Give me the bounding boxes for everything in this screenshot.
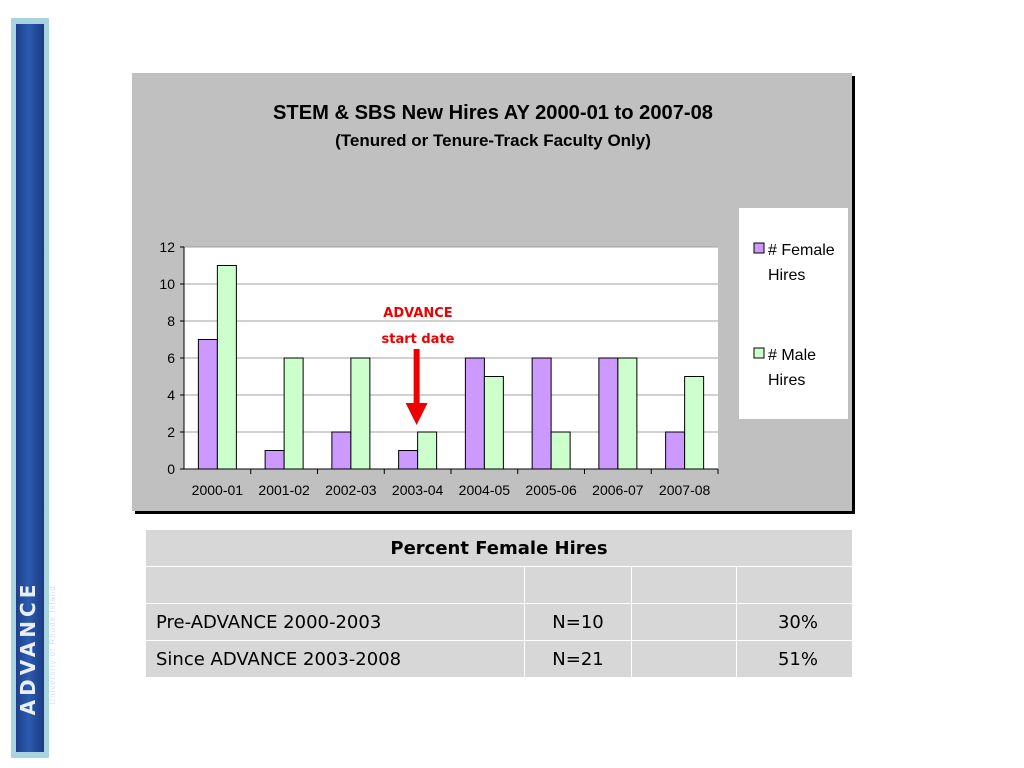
chart-subtitle: (Tenured or Tenure-Track Faculty Only) (335, 131, 651, 150)
x-tick-label: 2002-03 (325, 482, 377, 498)
annotation-arrow-head (405, 403, 428, 425)
side-banner-fill: ADVANCE University of Rhode Island (16, 24, 57, 752)
chart-panel: STEM & SBS New Hires AY 2000-01 to 2007-… (132, 73, 852, 511)
annotation-arrow-shaft (413, 349, 420, 405)
advance-logo-subtext: University of Rhode Island (48, 585, 57, 705)
table-row: Since ADVANCE 2003-2008 N=21 51% (145, 640, 853, 678)
y-tick-label: 6 (167, 350, 175, 366)
table-row-pct: 51% (736, 640, 853, 678)
bar-female (331, 431, 352, 470)
y-tick-label: 2 (167, 424, 175, 440)
bar-male (283, 357, 304, 470)
table-row-label: Since ADVANCE 2003-2008 (145, 640, 525, 678)
x-tick-label: 2007-08 (659, 482, 711, 498)
annotation-line1: ADVANCE (383, 306, 452, 321)
legend-label-female: # Female Hires (768, 242, 835, 284)
x-tick-label: 2005-06 (525, 482, 577, 498)
bar-male (417, 431, 438, 470)
table-title: Percent Female Hires (145, 529, 853, 567)
x-tick-label: 2000-01 (192, 482, 244, 498)
y-tick-label: 10 (159, 276, 175, 292)
legend-label-male: # Male Hires (768, 347, 816, 389)
advance-logo: ADVANCE (16, 580, 40, 716)
table-row-n: N=21 (524, 640, 632, 678)
table-header-row: Percent Female Hires (145, 529, 853, 567)
table-row-n: N=10 (524, 603, 632, 641)
table-spacer-row (145, 566, 853, 604)
table-cell (631, 640, 737, 678)
legend-swatch-male (753, 347, 765, 359)
bar-female (197, 339, 218, 470)
bar-female (264, 450, 285, 470)
bar-male (216, 265, 237, 470)
chart-title: STEM & SBS New Hires AY 2000-01 to 2007-… (273, 102, 713, 124)
table-cell (736, 566, 853, 604)
bar-male (550, 431, 571, 470)
bar-male (684, 376, 705, 470)
y-tick-label: 8 (167, 313, 175, 329)
bar-male (617, 357, 638, 470)
legend-swatch-female (753, 242, 765, 254)
x-tick-label: 2001-02 (258, 482, 310, 498)
bar-female (398, 450, 419, 470)
x-tick-label: 2004-05 (459, 482, 511, 498)
table-row: Pre-ADVANCE 2000-2003 N=10 30% (145, 603, 853, 641)
y-tick-label: 12 (159, 239, 175, 255)
y-tick-label: 0 (167, 461, 175, 477)
table-cell (145, 566, 525, 604)
bar-female (598, 357, 619, 470)
bar-chart: STEM & SBS New Hires AY 2000-01 to 2007-… (159, 102, 848, 498)
table-cell (631, 603, 737, 641)
bar-female (665, 431, 686, 470)
side-banner: ADVANCE University of Rhode Island (11, 18, 57, 758)
table-row-pct: 30% (736, 603, 853, 641)
annotation-line2: start date (382, 332, 455, 347)
y-tick-label: 4 (167, 387, 175, 403)
table-cell (524, 566, 632, 604)
bar-female (464, 357, 485, 470)
percent-female-hires-table: Percent Female Hires Pre-ADVANCE 2000-20… (145, 529, 853, 678)
x-tick-label: 2006-07 (592, 482, 644, 498)
x-tick-label: 2003-04 (392, 482, 444, 498)
table-cell (631, 566, 737, 604)
bar-male (483, 376, 504, 470)
bar-male (350, 357, 371, 470)
bar-female (531, 357, 552, 470)
table-row-label: Pre-ADVANCE 2000-2003 (145, 603, 525, 641)
